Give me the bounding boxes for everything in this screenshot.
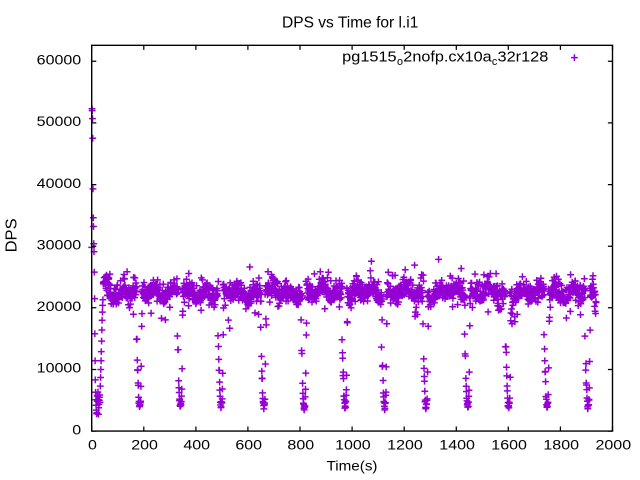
svg-text:0: 0 bbox=[88, 437, 97, 453]
svg-text:10000: 10000 bbox=[37, 361, 82, 377]
svg-text:800: 800 bbox=[287, 437, 314, 453]
svg-text:1800: 1800 bbox=[543, 437, 579, 453]
svg-text:30000: 30000 bbox=[37, 237, 82, 253]
svg-text:20000: 20000 bbox=[37, 299, 82, 315]
svg-text:2000: 2000 bbox=[596, 437, 632, 453]
svg-text:1000: 1000 bbox=[335, 437, 371, 453]
svg-text:600: 600 bbox=[235, 437, 262, 453]
svg-text:50000: 50000 bbox=[37, 114, 82, 130]
svg-text:2nofp.cx10a: 2nofp.cx10a bbox=[403, 48, 492, 65]
svg-text:1200: 1200 bbox=[387, 437, 423, 453]
svg-text:0: 0 bbox=[72, 422, 81, 438]
svg-text:Time(s): Time(s) bbox=[327, 458, 378, 474]
svg-text:c: c bbox=[492, 56, 498, 68]
svg-text:40000: 40000 bbox=[37, 176, 82, 192]
svg-text:400: 400 bbox=[183, 437, 210, 453]
svg-text:1400: 1400 bbox=[439, 437, 475, 453]
svg-text:o: o bbox=[397, 56, 403, 68]
svg-text:DPS vs Time for l.i1: DPS vs Time for l.i1 bbox=[282, 14, 418, 31]
svg-text:pg1515: pg1515 bbox=[342, 48, 396, 65]
svg-text:DPS: DPS bbox=[4, 218, 21, 252]
svg-text:1600: 1600 bbox=[491, 437, 527, 453]
svg-text:32r128: 32r128 bbox=[498, 48, 549, 65]
svg-text:60000: 60000 bbox=[37, 53, 82, 69]
svg-text:200: 200 bbox=[131, 437, 158, 453]
